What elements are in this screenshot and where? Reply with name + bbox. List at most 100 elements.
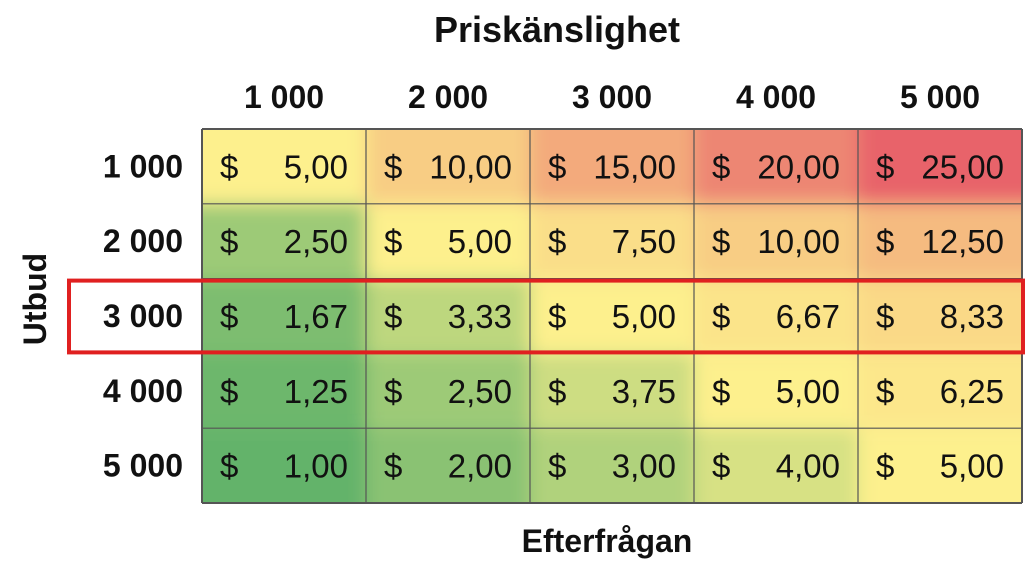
heatmap-cell [530, 428, 694, 503]
row-headers: 1 000 2 000 3 000 4 000 5 000 [103, 148, 183, 483]
heatmap-cell [366, 278, 530, 354]
heatmap-cell [694, 203, 858, 279]
cell-amount: 3,33 [448, 298, 512, 335]
cell-value: $20,00 [712, 148, 840, 185]
currency-symbol: $ [548, 223, 566, 260]
x-axis-label: Efterfrågan [522, 523, 693, 559]
cell-value: $5,00 [876, 448, 1004, 485]
heatmap-color-field [202, 129, 1022, 503]
row-header: 4 000 [103, 373, 183, 409]
currency-symbol: $ [220, 148, 238, 185]
currency-symbol: $ [712, 448, 730, 485]
column-header: 4 000 [736, 79, 816, 115]
heatmap-cell [530, 353, 694, 429]
heatmap-cell [694, 129, 858, 204]
heatmap-cell [694, 353, 858, 429]
cell-amount: 15,00 [593, 148, 676, 185]
currency-symbol: $ [220, 298, 238, 335]
cell-value: $10,00 [384, 148, 512, 185]
cell-amount: 10,00 [757, 223, 840, 260]
heatmap-cell [530, 203, 694, 279]
cell-value: $12,50 [876, 223, 1004, 260]
cell-value: $5,00 [548, 298, 676, 335]
currency-symbol: $ [548, 148, 566, 185]
cell-amount: 5,00 [284, 148, 348, 185]
heatmap-cell [858, 203, 1022, 279]
heatmap-cell [858, 129, 1022, 204]
heatmap-cell [202, 129, 366, 204]
cell-amount: 2,50 [448, 373, 512, 410]
cell-value: $15,00 [548, 148, 676, 185]
heatmap-cell [530, 278, 694, 354]
column-headers: 1 000 2 000 3 000 4 000 5 000 [244, 79, 980, 115]
currency-symbol: $ [384, 298, 402, 335]
cell-amount: 2,00 [448, 448, 512, 485]
cell-value: $6,25 [876, 373, 1004, 410]
currency-symbol: $ [548, 373, 566, 410]
heatmap-cell [858, 353, 1022, 429]
cell-value: $5,00 [220, 148, 348, 185]
row-header: 3 000 [103, 298, 183, 334]
cell-value: $3,00 [548, 448, 676, 485]
column-header: 2 000 [408, 79, 488, 115]
cell-value: $5,00 [712, 373, 840, 410]
heatmap-cell [366, 129, 530, 204]
column-header: 1 000 [244, 79, 324, 115]
y-axis-label: Utbud [17, 253, 53, 345]
cell-amount: 7,50 [612, 223, 676, 260]
cell-value: $1,00 [220, 448, 348, 485]
cell-amount: 10,00 [429, 148, 512, 185]
chart-title: Priskänslighet [434, 9, 680, 50]
heatmap-cell [366, 428, 530, 503]
heatmap-cell [202, 428, 366, 503]
cell-amount: 2,50 [284, 223, 348, 260]
currency-symbol: $ [876, 148, 894, 185]
currency-symbol: $ [876, 223, 894, 260]
currency-symbol: $ [876, 373, 894, 410]
cell-value: $1,67 [220, 298, 348, 335]
cell-amount: 5,00 [940, 448, 1004, 485]
cell-value: $25,00 [876, 148, 1004, 185]
row-header: 5 000 [103, 448, 183, 484]
cell-value: $6,67 [712, 298, 840, 335]
column-header: 5 000 [900, 79, 980, 115]
currency-symbol: $ [384, 373, 402, 410]
heatmap-cell [366, 203, 530, 279]
cell-value: $2,50 [220, 223, 348, 260]
currency-symbol: $ [220, 373, 238, 410]
cell-value: $3,75 [548, 373, 676, 410]
cell-value: $8,33 [876, 298, 1004, 335]
heatmap-cell [530, 129, 694, 204]
cell-amount: 1,67 [284, 298, 348, 335]
currency-symbol: $ [712, 223, 730, 260]
heatmap-cell [694, 428, 858, 503]
cell-amount: 1,25 [284, 373, 348, 410]
cell-amount: 4,00 [776, 448, 840, 485]
cell-value: $4,00 [712, 448, 840, 485]
currency-symbol: $ [384, 448, 402, 485]
cell-value: $7,50 [548, 223, 676, 260]
heatmap-cell [694, 278, 858, 354]
cell-amount: 8,33 [940, 298, 1004, 335]
row-header: 2 000 [103, 223, 183, 259]
heatmap-cell [366, 353, 530, 429]
row-header: 1 000 [103, 148, 183, 184]
heatmap-cell [202, 353, 366, 429]
currency-symbol: $ [384, 148, 402, 185]
cell-value: $1,25 [220, 373, 348, 410]
currency-symbol: $ [220, 223, 238, 260]
cell-value: $3,33 [384, 298, 512, 335]
currency-symbol: $ [384, 223, 402, 260]
currency-symbol: $ [548, 298, 566, 335]
heatmap-cells-layer [202, 129, 1022, 503]
currency-symbol: $ [220, 448, 238, 485]
cell-amount: 6,67 [776, 298, 840, 335]
currency-symbol: $ [712, 373, 730, 410]
cell-amount: 6,25 [940, 373, 1004, 410]
currency-symbol: $ [876, 298, 894, 335]
cell-amount: 20,00 [757, 148, 840, 185]
cell-amount: 5,00 [776, 373, 840, 410]
currency-symbol: $ [712, 298, 730, 335]
